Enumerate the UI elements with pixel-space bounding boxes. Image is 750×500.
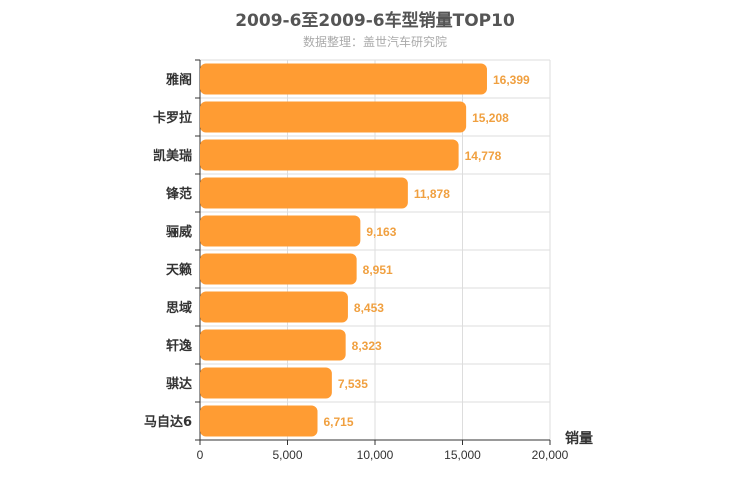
category-label: 凯美瑞 xyxy=(153,148,192,164)
x-axis-title: 销量 xyxy=(565,430,593,447)
category-label: 思域 xyxy=(166,300,192,316)
bar xyxy=(200,177,408,209)
category-label: 锋范 xyxy=(166,186,192,202)
data-label: 8,951 xyxy=(363,263,393,277)
data-label: 16,399 xyxy=(493,73,530,87)
x-tick-label: 15,000 xyxy=(444,448,481,462)
category-label: 马自达6 xyxy=(144,414,192,430)
x-tick-label: 20,000 xyxy=(532,448,569,462)
data-label: 9,163 xyxy=(366,225,396,239)
bar xyxy=(200,101,467,133)
x-tick-label: 10,000 xyxy=(357,448,394,462)
bar xyxy=(200,63,487,95)
category-label: 骐达 xyxy=(166,376,192,392)
bar xyxy=(200,367,332,399)
bar xyxy=(200,405,318,437)
bar xyxy=(200,329,346,361)
x-tick-label: 0 xyxy=(197,448,204,462)
x-tick-label: 5,000 xyxy=(272,448,302,462)
data-label: 15,208 xyxy=(472,111,509,125)
category-label: 雅阁 xyxy=(166,72,192,88)
category-label: 轩逸 xyxy=(166,338,192,354)
chart-title: 2009-6至2009-6车型销量TOP10 xyxy=(235,11,515,31)
bar xyxy=(200,215,361,247)
data-label: 8,453 xyxy=(354,301,384,315)
data-label: 14,778 xyxy=(465,149,502,163)
category-label: 天籁 xyxy=(166,262,192,278)
bar xyxy=(200,291,348,323)
category-label: 卡罗拉 xyxy=(153,110,192,126)
chart-subtitle: 数据整理：盖世汽车研究院 xyxy=(302,35,447,49)
data-label: 11,878 xyxy=(414,187,450,201)
category-label: 骊威 xyxy=(166,224,192,240)
data-label: 6,715 xyxy=(324,415,354,429)
data-label: 8,323 xyxy=(352,339,382,353)
data-label: 7,535 xyxy=(338,377,368,391)
bar xyxy=(200,253,357,285)
bar xyxy=(200,139,459,171)
